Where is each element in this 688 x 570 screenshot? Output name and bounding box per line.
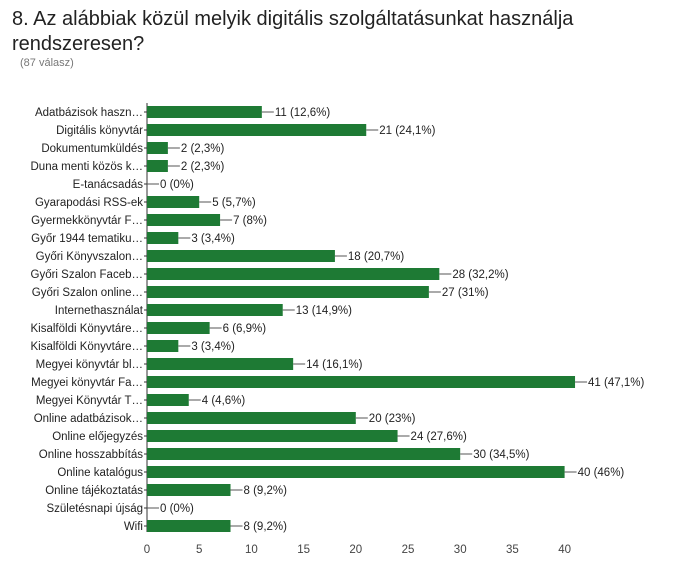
category-label: Online tájékoztatás <box>45 485 143 497</box>
category-label: Internethasználat <box>55 305 144 317</box>
x-tick-label: 10 <box>245 544 258 556</box>
bar <box>147 214 221 226</box>
bar <box>147 376 576 388</box>
value-label: 4 (4,6%) <box>202 395 246 407</box>
x-tick-label: 20 <box>349 544 362 556</box>
category-label: Online katalógus <box>57 467 143 479</box>
bar <box>147 142 168 154</box>
category-label: Győri Szalon online… <box>32 287 143 299</box>
x-tick-label: 40 <box>558 544 571 556</box>
response-count: (87 válasz) <box>20 57 74 69</box>
bar <box>147 196 200 208</box>
category-label: Megyei Könyvtár T… <box>36 395 143 407</box>
value-label: 20 (23%) <box>369 413 416 425</box>
value-label: 30 (34,5%) <box>473 449 529 461</box>
value-label: 21 (24,1%) <box>379 125 435 137</box>
bar <box>147 430 398 442</box>
value-label: 13 (14,9%) <box>296 305 352 317</box>
category-label: Gyarapodási RSS-ek <box>35 197 143 209</box>
category-label: Kisalföldi Könyvtáre… <box>31 341 144 353</box>
category-label: Születésnapi újság <box>46 503 143 515</box>
value-label: 2 (2,3%) <box>181 161 225 173</box>
category-label: Megyei könyvtár bl… <box>36 359 143 371</box>
category-label: Digitális könyvtár <box>56 125 143 137</box>
bar <box>147 268 440 280</box>
category-label: Kisalföldi Könyvtáre… <box>31 323 144 335</box>
bar <box>147 394 189 406</box>
category-label: Gyermekkönyvtár F… <box>31 215 143 227</box>
bar <box>147 520 231 532</box>
value-label: 27 (31%) <box>442 287 489 299</box>
category-label: E-tanácsadás <box>73 179 144 191</box>
question-title: 8. Az alábbiak közül melyik digitális sz… <box>12 8 574 55</box>
category-label: Győri Szalon Faceb… <box>31 269 144 281</box>
category-label: Megyei könyvtár Fa… <box>31 377 143 389</box>
bar <box>147 484 231 496</box>
value-label: 6 (6,9%) <box>223 323 267 335</box>
value-label: 3 (3,4%) <box>191 233 235 245</box>
value-label: 18 (20,7%) <box>348 251 404 263</box>
x-tick-label: 30 <box>454 544 467 556</box>
bar <box>147 412 356 424</box>
category-label: Adatbázisok haszn… <box>35 107 143 119</box>
value-label: 0 (0%) <box>160 179 194 191</box>
x-tick-label: 5 <box>196 544 202 556</box>
bar <box>147 286 429 298</box>
category-label: Győr 1944 tematiku… <box>31 233 143 245</box>
value-label: 11 (12,6%) <box>275 107 331 119</box>
value-label: 8 (9,2%) <box>244 521 288 533</box>
value-label: 14 (16,1%) <box>306 359 362 371</box>
value-label: 28 (32,2%) <box>452 269 508 281</box>
value-label: 41 (47,1%) <box>588 377 644 389</box>
category-label: Wifi <box>124 521 143 533</box>
value-label: 2 (2,3%) <box>181 143 225 155</box>
bar <box>147 358 294 370</box>
x-tick-label: 35 <box>506 544 519 556</box>
value-label: 8 (9,2%) <box>244 485 288 497</box>
bar <box>147 160 168 172</box>
x-tick-label: 15 <box>297 544 310 556</box>
x-tick-label: 25 <box>402 544 415 556</box>
value-label: 40 (46%) <box>578 467 625 479</box>
bar <box>147 448 461 460</box>
category-label: Dokumentumküldés <box>41 143 143 155</box>
bar <box>147 304 283 316</box>
value-label: 7 (8%) <box>233 215 267 227</box>
bar <box>147 340 179 352</box>
category-label: Duna menti közös k… <box>31 161 144 173</box>
bar <box>147 466 565 478</box>
category-label: Online hosszabbítás <box>39 449 143 461</box>
bar <box>147 322 210 334</box>
category-label: Győri Könyvszalon… <box>36 251 143 263</box>
bar <box>147 250 335 262</box>
value-label: 0 (0%) <box>160 503 194 515</box>
category-label: Online adatbázisok… <box>34 413 143 425</box>
value-label: 5 (5,7%) <box>212 197 256 209</box>
x-tick-label: 0 <box>144 544 150 556</box>
value-label: 24 (27,6%) <box>411 431 467 443</box>
bar <box>147 124 367 136</box>
category-label: Online előjegyzés <box>52 431 143 443</box>
bar <box>147 106 262 118</box>
value-label: 3 (3,4%) <box>191 341 235 353</box>
bar <box>147 232 179 244</box>
